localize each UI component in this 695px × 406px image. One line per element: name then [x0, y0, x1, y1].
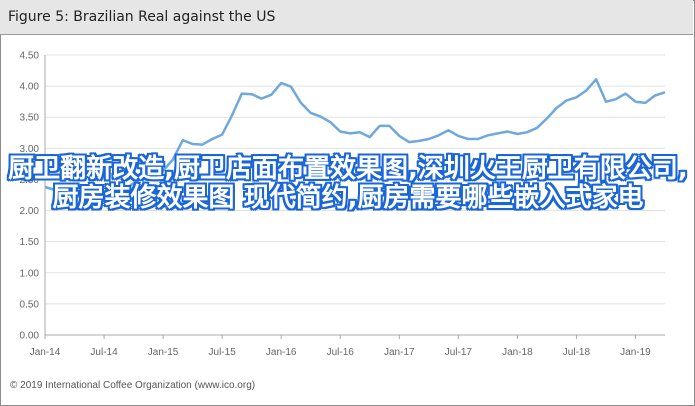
- y-tick-label: 1.00: [20, 268, 40, 279]
- y-tick-label: 4.00: [20, 82, 40, 93]
- y-tick-label: 4.50: [20, 51, 40, 62]
- x-tick-label: Jul-17: [445, 347, 473, 358]
- y-tick-label: 0.50: [20, 299, 40, 310]
- x-tick-label: Jan-17: [384, 347, 415, 358]
- y-tick-label: 0.00: [20, 331, 40, 342]
- x-tick-label: Jan-15: [148, 347, 179, 358]
- y-tick-label: 3.50: [20, 113, 40, 124]
- series-line: [44, 78, 666, 199]
- x-tick-label: Jan-18: [502, 347, 533, 358]
- x-tick-label: Jan-19: [620, 347, 651, 358]
- y-tick-label: 3.00: [20, 144, 40, 155]
- x-tick-label: Jan-14: [30, 347, 61, 358]
- x-tick-label: Jul-16: [327, 347, 355, 358]
- x-tick-label: Jul-14: [90, 347, 118, 358]
- copyright-text: © 2019 International Coffee Organization…: [10, 380, 256, 391]
- overlay-watermark-text: 厨卫翻新改造,厨卫店面布置效果图,深圳火王厨卫有限公司,厨房装修效果图 现代简约…: [8, 154, 688, 213]
- x-tick-label: Jul-15: [209, 347, 237, 358]
- x-tick-label: Jan-16: [266, 347, 297, 358]
- y-tick-label: 2.50: [20, 175, 40, 186]
- y-tick-label: 2.00: [20, 206, 40, 217]
- y-tick-label: 1.50: [20, 237, 40, 248]
- figure-title: Figure 5: Brazilian Real against the US: [8, 9, 276, 25]
- x-tick-label: Jul-18: [563, 347, 591, 358]
- figure-header: Figure 5: Brazilian Real against the US: [0, 0, 693, 35]
